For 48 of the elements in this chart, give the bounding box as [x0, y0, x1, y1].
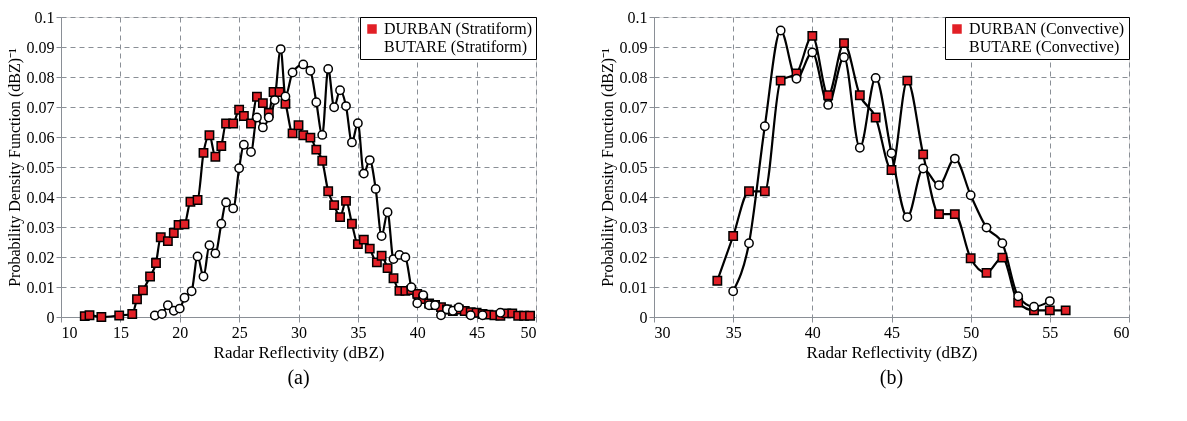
y-tick-label: 0 — [639, 308, 648, 326]
x-tick-label: 40 — [409, 323, 426, 341]
x-tick-label: 20 — [172, 323, 189, 341]
text: BUTARE (Convective) — [969, 38, 1120, 56]
x-tick-label: 25 — [231, 323, 248, 341]
y-tick-label: 0.07 — [619, 98, 648, 116]
legend-label: DURBAN (Convective) — [969, 20, 1125, 38]
y-tick-label: 0.07 — [26, 98, 55, 116]
text: (b) — [879, 366, 904, 389]
x-tick-label: 55 — [1042, 323, 1059, 341]
x-axis-title: Radar Reflectivity (dBZ) — [213, 342, 385, 362]
legend-label: DURBAN (Stratiform) — [384, 20, 532, 38]
y-axis-title: Probability Density Function (dBZ)⁻¹ — [5, 47, 24, 287]
y-tick-label: 0.02 — [26, 248, 55, 266]
y-tick-label: 0.06 — [26, 128, 55, 146]
x-tick-label: 45 — [884, 323, 900, 341]
x-axis-title: Radar Reflectivity (dBZ) — [806, 342, 978, 362]
text: BUTARE (Stratiform) — [384, 38, 528, 56]
y-tick-label: 0.01 — [619, 278, 648, 296]
y-tick-label: 0.09 — [26, 38, 55, 56]
x-tick-label: 10 — [61, 323, 78, 341]
y-tick-label: 0.1 — [34, 8, 55, 26]
x-tick-label: 35 — [350, 323, 367, 341]
x-tick-label: 60 — [1113, 323, 1130, 341]
y-tick-label: 0.04 — [619, 188, 648, 206]
x-tick-label: 50 — [520, 323, 537, 341]
y-tick-label: 0.05 — [619, 158, 648, 176]
y-tick-label: 0.05 — [26, 158, 55, 176]
y-tick-label: 0 — [46, 308, 55, 326]
y-tick-label: 0.1 — [627, 8, 648, 26]
y-tick-label: 0.09 — [619, 38, 648, 56]
y-tick-label: 0.03 — [26, 218, 55, 236]
text: (a) — [287, 366, 310, 389]
x-tick-label: 50 — [963, 323, 980, 341]
y-tick-label: 0.01 — [26, 278, 55, 296]
y-tick-label: 0.08 — [619, 68, 648, 86]
y-axis-title: Probability Density Function (dBZ)⁻¹ — [598, 47, 617, 287]
y-tick-label: 0.08 — [26, 68, 55, 86]
y-tick-label: 0.04 — [26, 188, 55, 206]
y-tick-label: 0.06 — [619, 128, 648, 146]
y-tick-label: 0.02 — [619, 248, 648, 266]
x-tick-label: 15 — [112, 323, 129, 341]
x-tick-label: 30 — [291, 323, 307, 341]
x-tick-label: 40 — [804, 323, 821, 341]
y-tick-label: 0.03 — [619, 218, 648, 236]
x-tick-label: 35 — [725, 323, 742, 341]
x-tick-label: 30 — [654, 323, 671, 341]
x-tick-label: 45 — [469, 323, 486, 341]
